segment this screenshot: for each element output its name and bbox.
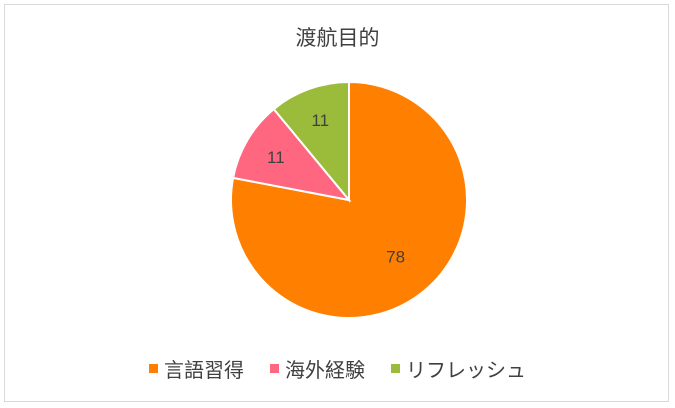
legend-item: 言語習得 xyxy=(149,354,244,383)
pie-slice-3 xyxy=(272,80,350,203)
legend-swatch xyxy=(149,364,158,373)
data-label: 78 xyxy=(386,247,405,266)
legend-item: 海外経験 xyxy=(270,354,365,383)
legend-item: リフレッシュ xyxy=(391,354,526,383)
pie-slice-2 xyxy=(231,107,352,202)
chart-area xyxy=(4,4,669,402)
legend-swatch xyxy=(270,364,279,373)
chart-title: 渡航目的 xyxy=(295,26,380,50)
data-label: 11 xyxy=(311,111,329,130)
legend: 言語習得 海外経験 リフレッシュ xyxy=(0,354,675,383)
data-label: 11 xyxy=(267,148,285,167)
legend-label: 海外経験 xyxy=(285,358,365,382)
legend-swatch xyxy=(391,364,400,373)
legend-label: リフレッシュ xyxy=(406,358,526,382)
legend-label: 言語習得 xyxy=(164,358,244,382)
